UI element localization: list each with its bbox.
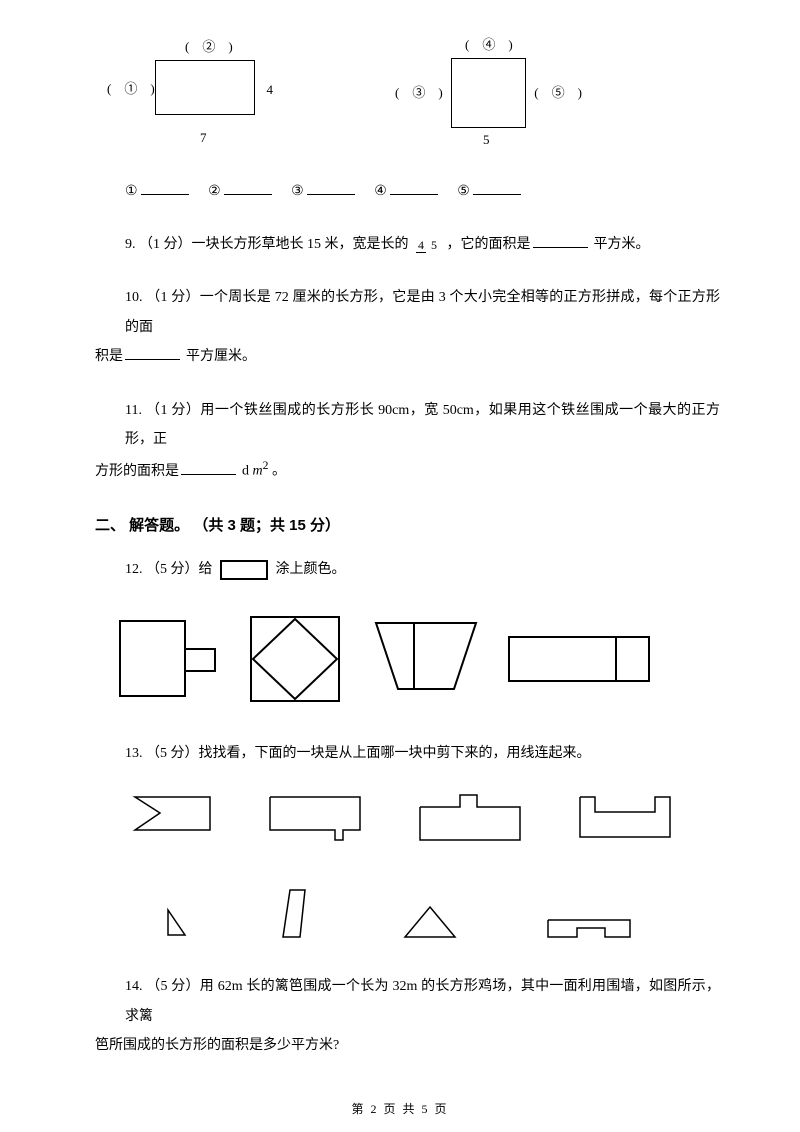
shape-13a-2 xyxy=(265,792,365,842)
shape-13a-1 xyxy=(130,792,215,837)
question-14: 14. （5 分）用 62m 长的篱笆围成一个长为 32m 的长方形鸡场，其中一… xyxy=(125,972,720,1060)
page-footer: 第 2 页 共 5 页 xyxy=(0,1100,800,1117)
question-11: 11. （1 分）用一个铁丝围成的长方形长 90cm，宽 50cm，如果用这个铁… xyxy=(125,396,720,487)
question-10: 10. （1 分）一个周长是 72 厘米的长方形，它是由 3 个大小完全相等的正… xyxy=(125,283,720,371)
figure-rectangle-2: ( ④ ) ( ③ ) ( ⑤ ) 5 xyxy=(403,40,574,146)
marker-1: ( ① ) xyxy=(107,78,155,97)
marker-3: ( ③ ) xyxy=(395,82,443,101)
q13-shapes-bottom xyxy=(165,887,720,942)
blanks-row: ① ② ③ ④ ⑤ xyxy=(125,181,720,200)
shape-13b-1 xyxy=(165,907,195,942)
marker-4: ( ④ ) xyxy=(465,34,513,53)
label-7: 7 xyxy=(200,130,207,146)
question-13: 13. （5 分）找找看，下面的一块是从上面哪一块中剪下来的，用线连起来。 xyxy=(125,739,720,768)
shape-12-3 xyxy=(366,611,486,706)
label-4: 4 xyxy=(267,82,274,98)
blank-q10[interactable] xyxy=(125,346,180,360)
q13-shapes-top xyxy=(130,792,720,847)
figure-rectangle-1: ( ② ) ( ① ) 4 7 xyxy=(115,40,283,146)
shape-13b-2 xyxy=(280,887,315,942)
shape-12-2 xyxy=(243,609,348,709)
question-12: 12. （5 分）给 涂上颜色。 xyxy=(125,555,720,584)
shape-13a-3 xyxy=(415,792,525,847)
question-9: 9. （1 分）一块长方形草地长 15 米，宽是长的 4 5 ，它的面积是平方米… xyxy=(125,230,720,259)
marker-5: ( ⑤ ) xyxy=(534,82,582,101)
q12-shapes xyxy=(115,609,720,709)
label-5: 5 xyxy=(483,132,490,148)
blank-q9[interactable] xyxy=(533,234,588,248)
figure-row-top: ( ② ) ( ① ) 4 7 ( ④ ) ( ③ ) ( ⑤ ) 5 xyxy=(95,40,720,146)
shape-13b-4 xyxy=(545,917,635,942)
shape-12-1 xyxy=(115,611,225,706)
fraction-4-5: 4 5 xyxy=(416,239,439,251)
section-2-heading: 二、 解答题。 （共 3 题；共 15 分） xyxy=(95,514,720,535)
blank-q11[interactable] xyxy=(181,461,236,475)
small-rect-icon xyxy=(220,560,268,580)
shape-13b-3 xyxy=(400,904,460,942)
shape-12-4 xyxy=(504,629,654,689)
marker-2: ( ② ) xyxy=(185,36,233,55)
shape-13a-4 xyxy=(575,792,675,842)
